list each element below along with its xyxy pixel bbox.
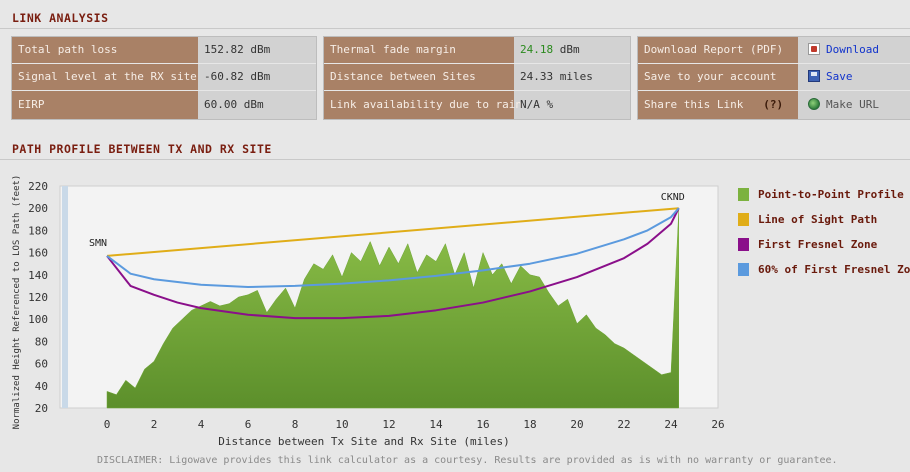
metric-row-thermal-fade-margin: Thermal fade margin 24.18 dBm: [324, 37, 630, 63]
x-tick-label: 24: [664, 418, 678, 431]
y-tick-label: 180: [28, 224, 48, 237]
metric-label: Total path loss: [12, 37, 198, 63]
link-analysis-title: LINK ANALYSIS: [12, 11, 109, 25]
x-tick-label: 14: [429, 418, 443, 431]
metric-label: Signal level at the RX site: [12, 64, 198, 90]
row-separator: [324, 63, 630, 64]
metric-row-total-path-loss: Total path loss 152.82 dBm: [12, 37, 316, 63]
action-label: Share this Link (?): [638, 91, 798, 119]
x-tick-label: 10: [335, 418, 348, 431]
y-tick-label: 200: [28, 202, 48, 215]
row-separator: [12, 90, 316, 91]
y-tick-label: 40: [35, 380, 48, 393]
metric-label: Link availability due to rain: [324, 91, 522, 119]
line-of-sight-path-line: [106, 207, 679, 257]
x-tick-label: 4: [198, 418, 205, 431]
x-tick-label: 12: [382, 418, 395, 431]
make-url-button[interactable]: Make URL: [802, 91, 879, 119]
action-row-share: Share this Link (?) Make URL: [638, 91, 910, 119]
y-tick-label: 120: [28, 291, 48, 304]
legend-label: Line of Sight Path: [758, 213, 878, 226]
row-separator: [638, 63, 910, 64]
metric-row-rain-availability: Link availability due to rain N/A %: [324, 91, 630, 119]
y-tick-label: 20: [35, 402, 48, 415]
metric-label: Thermal fade margin: [324, 37, 514, 63]
metric-value: 24.33 miles: [520, 70, 593, 83]
x-tick-label: 6: [245, 418, 252, 431]
metric-row-eirp: EIRP 60.00 dBm: [12, 91, 316, 119]
section-divider: [0, 28, 910, 29]
action-label: Download Report (PDF): [638, 37, 798, 63]
action-label: Save to your account: [638, 64, 798, 90]
y-tick-label: 60: [35, 358, 48, 371]
x-tick-label: 26: [711, 418, 724, 431]
legend-swatch: [738, 213, 749, 226]
x-tick-label: 8: [292, 418, 299, 431]
metric-label: Distance between Sites: [324, 64, 514, 90]
path-profile-title: PATH PROFILE BETWEEN TX AND RX SITE: [12, 142, 272, 156]
x-tick-label: 2: [151, 418, 158, 431]
make-url-label[interactable]: Make URL: [826, 98, 879, 111]
row-separator: [638, 90, 910, 91]
x-axis-label: Distance between Tx Site and Rx Site (mi…: [218, 435, 509, 448]
y-tick-label: 140: [28, 269, 48, 282]
rx-site-label: CKND: [661, 192, 685, 203]
first-fresnel-zone-line: [106, 207, 680, 320]
x-tick-label: 18: [523, 418, 536, 431]
link-margin-panel: Thermal fade margin 24.18 dBm Distance b…: [323, 36, 631, 120]
legend-swatch: [738, 263, 749, 276]
floppy-disk-icon: [808, 70, 820, 82]
x-tick-label: 0: [104, 418, 111, 431]
metric-value: 24.18 dBm: [514, 37, 580, 63]
tx-site-label: SMN: [89, 238, 107, 249]
metric-row-distance: Distance between Sites 24.33 miles: [324, 64, 630, 90]
share-help-button[interactable]: (?): [763, 98, 784, 111]
download-link[interactable]: Download: [826, 43, 879, 56]
save-button[interactable]: Save: [802, 64, 853, 90]
metric-row-signal-level: Signal level at the RX site -60.82 dBm: [12, 64, 316, 90]
globe-icon: [808, 98, 820, 110]
actions-panel: Download Report (PDF) Download Save to y…: [637, 36, 910, 120]
y-tick-label: 220: [28, 180, 48, 193]
y-tick-label: 160: [28, 247, 48, 260]
action-row-save: Save to your account Save: [638, 64, 910, 90]
link-metrics-panel: Total path loss 152.82 dBm Signal level …: [11, 36, 317, 120]
download-button[interactable]: Download: [802, 37, 879, 63]
y-tick-label: 80: [35, 335, 48, 348]
row-separator: [12, 63, 316, 64]
legend-swatch: [738, 188, 749, 201]
metric-value: N/A %: [520, 98, 554, 111]
metric-value: 60.00 dBm: [204, 98, 264, 111]
action-row-download: Download Report (PDF) Download: [638, 37, 910, 63]
legend-label: First Fresnel Zone: [758, 238, 878, 251]
y-axis-label: Normalized Height Referenced to LOS Path…: [12, 176, 22, 429]
y-axis-band: [62, 186, 68, 408]
metric-value: 152.82 dBm: [204, 43, 271, 56]
section-divider: [0, 159, 910, 160]
legend-label: Point-to-Point Profile: [758, 188, 904, 201]
x-tick-label: 22: [617, 418, 630, 431]
60-of-first-fresnel-zone-line: [106, 207, 680, 289]
fade-margin-unit: dBm: [553, 43, 580, 56]
share-label: Share this Link: [644, 98, 744, 111]
legend-label: 60% of First Fresnel Zone: [758, 263, 910, 276]
row-separator: [324, 90, 630, 91]
legend-swatch: [738, 238, 749, 251]
x-tick-label: 20: [570, 418, 583, 431]
disclaimer-text: DISCLAIMER: Ligowave provides this link …: [97, 455, 838, 466]
y-tick-label: 100: [28, 313, 48, 326]
save-link[interactable]: Save: [826, 70, 853, 83]
metric-label: EIRP: [12, 91, 198, 119]
pdf-icon: [808, 43, 820, 55]
fade-margin-number: 24.18: [520, 43, 554, 56]
metric-value: -60.82 dBm: [204, 70, 271, 83]
x-tick-label: 16: [476, 418, 489, 431]
